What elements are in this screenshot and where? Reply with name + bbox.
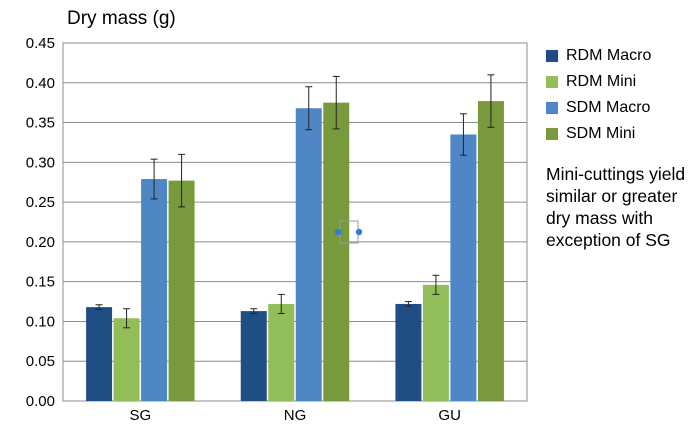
bar bbox=[395, 303, 422, 401]
x-tick-label: SG bbox=[129, 407, 151, 424]
legend-label: RDM Mini bbox=[566, 73, 637, 90]
y-tick-label: 0.25 bbox=[26, 194, 55, 211]
legend-label: RDM Macro bbox=[566, 47, 652, 64]
legend-swatch bbox=[546, 102, 558, 114]
legend-swatch bbox=[546, 50, 558, 62]
legend: RDM Macro RDM Mini SDM Macro SDM Mini bbox=[546, 43, 651, 147]
x-tick-label: GU bbox=[438, 407, 461, 424]
legend-swatch bbox=[546, 128, 558, 140]
y-tick-label: 0.45 bbox=[26, 35, 55, 52]
y-tick-label: 0.15 bbox=[26, 274, 55, 291]
y-tick-label: 0.20 bbox=[26, 234, 55, 251]
legend-item: SDM Mini bbox=[546, 121, 651, 147]
bar bbox=[295, 108, 322, 401]
grid-lines bbox=[63, 82, 527, 362]
legend-item: RDM Mini bbox=[546, 69, 651, 95]
x-tick-label: NG bbox=[284, 407, 307, 424]
legend-item: SDM Macro bbox=[546, 95, 651, 121]
selection-marker bbox=[334, 220, 363, 244]
legend-swatch bbox=[546, 76, 558, 88]
bars-group bbox=[86, 74, 504, 402]
y-axis-label: Dry mass (g) bbox=[67, 8, 176, 29]
bar bbox=[240, 311, 267, 401]
selection-handle bbox=[355, 228, 363, 236]
bar bbox=[113, 318, 140, 401]
y-tick-label: 0.30 bbox=[26, 154, 55, 171]
y-axis-ticks: 0.00 0.05 0.10 0.15 0.20 0.25 0.30 0.35 0.40 0.45 bbox=[26, 35, 55, 410]
bar bbox=[168, 180, 195, 401]
bar bbox=[477, 101, 504, 401]
bar bbox=[323, 102, 350, 402]
y-tick-label: 0.40 bbox=[26, 75, 55, 92]
plot-area bbox=[62, 42, 528, 402]
bar bbox=[86, 307, 113, 401]
bar bbox=[422, 284, 449, 401]
bar bbox=[268, 303, 295, 401]
y-tick-label: 0.10 bbox=[26, 313, 55, 330]
bar bbox=[450, 134, 477, 401]
legend-label: SDM Mini bbox=[566, 125, 636, 142]
legend-item: RDM Macro bbox=[546, 43, 651, 69]
legend-label: SDM Macro bbox=[566, 99, 651, 116]
y-tick-label: 0.05 bbox=[26, 353, 55, 370]
annotation-text: Mini-cuttings yield similar or greater d… bbox=[546, 164, 686, 250]
y-tick-label: 0.00 bbox=[26, 393, 55, 410]
selection-handle bbox=[334, 228, 342, 236]
x-axis-ticks: SG NG GU bbox=[129, 407, 460, 424]
y-tick-label: 0.35 bbox=[26, 115, 55, 132]
bar bbox=[141, 179, 168, 401]
